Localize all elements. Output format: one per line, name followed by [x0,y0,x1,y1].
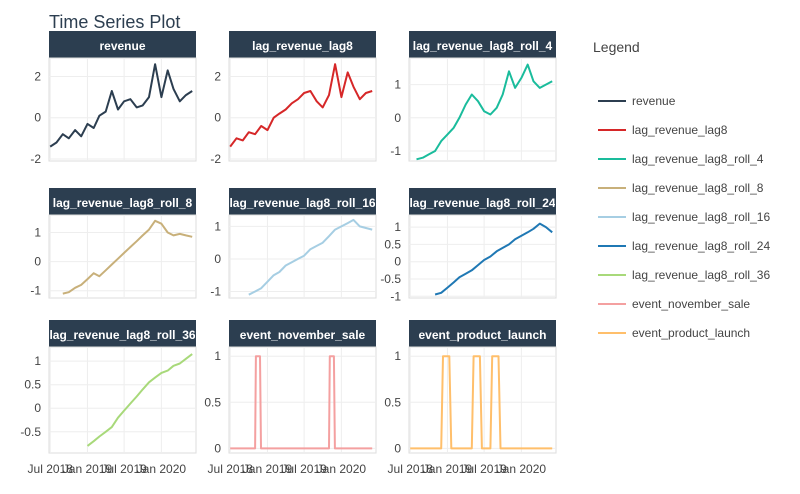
panel-title: lag_revenue_lag8 [252,39,353,53]
panel-strip [409,31,556,58]
legend-item-lag-revenue-lag8: lag_revenue_lag8 [632,123,728,137]
x-tick-label: Jan 2020 [137,462,187,476]
x-tick-label: Jul 2019 [281,462,327,476]
legend-item-lag-revenue-lag8-roll-4: lag_revenue_lag8_roll_4 [632,152,764,166]
y-tick-label: 1 [214,219,221,233]
series-line-lag-revenue-lag8-roll-36 [86,353,193,447]
series-line-lag-revenue-lag8-roll-8 [62,219,193,295]
legend-item-event-product-launch: event_product_launch [632,326,750,340]
legend-title: Legend [593,39,640,55]
panel-title: lag_revenue_lag8_roll_36 [49,328,195,342]
y-tick-label: 0 [394,441,401,455]
chart-title: Time Series Plot [49,12,180,32]
panel-strip [49,320,196,347]
y-tick-label: 1 [394,220,401,234]
y-tick-label: 0 [34,401,41,415]
y-tick-label: -2 [210,152,221,166]
plot-area [408,214,557,299]
panel-event-product-launch: event_product_launch 1 0.5 0 [384,320,557,455]
y-tick-label: 1 [214,349,221,363]
facet-panels: revenue20-2lag_revenue_lag820-2lag_reven… [20,31,557,455]
x-tick-label: Jan 2020 [317,462,367,476]
y-tick-label: 1 [394,349,401,363]
panel-strip [49,188,196,215]
panel-strip [229,320,376,347]
y-tick-label: 0 [34,255,41,269]
x-tick-label: Jan 2019 [423,462,473,476]
y-tick-label: -1 [30,284,41,298]
plot-area [48,346,197,454]
y-tick-label: -1 [390,289,401,303]
y-tick-label: 1 [34,354,41,368]
panel-title: event_product_launch [418,328,546,342]
panel-strip [49,31,196,58]
y-tick-label: 0 [34,111,41,125]
y-tick-label: 0 [214,441,221,455]
y-tick-label: 0.5 [384,237,401,251]
panel-title: revenue [99,39,145,53]
panel-title: lag_revenue_lag8_roll_24 [409,196,555,210]
y-tick-label: 1 [34,225,41,239]
series-line-event-product-launch [410,355,553,450]
y-tick-label: -0.5 [20,425,41,439]
panel-strip [229,188,376,215]
legend-item-lag-revenue-lag8-roll-36: lag_revenue_lag8_roll_36 [632,268,770,282]
plot-area [228,346,377,454]
y-tick-label: 0.5 [24,378,41,392]
x-tick-label: Jul 2019 [101,462,147,476]
x-tick-label: Jul 2019 [461,462,507,476]
y-tick-label: 1 [394,78,401,92]
legend-item-lag-revenue-lag8-roll-16: lag_revenue_lag8_roll_16 [632,210,770,224]
legend-item-lag-revenue-lag8-roll-8: lag_revenue_lag8_roll_8 [632,181,764,195]
panel-lag-revenue-lag8-roll-36: lag_revenue_lag8_roll_36 1 0.5 0 -0.5 [20,320,197,454]
panel-title: lag_revenue_lag8_roll_16 [229,196,375,210]
panel-title: lag_revenue_lag8_roll_4 [413,39,553,53]
series-line-lag-revenue-lag8-roll-24 [434,222,553,296]
panel-lag-revenue-lag8: lag_revenue_lag8 2 0 -2 [210,31,377,166]
x-tick-label: Jul 2018 [208,462,254,476]
y-tick-label: -1 [210,284,221,298]
y-tick-label: 0 [214,252,221,266]
y-tick-label: 2 [34,70,41,84]
panel-strip [409,320,556,347]
panel-strip [409,188,556,215]
series-line-lag-revenue-lag8-roll-4 [416,63,553,161]
legend: Legend revenue lag_revenue_lag8 lag_revenu… [593,39,770,340]
y-tick-label: 0.5 [204,395,221,409]
series-line-revenue [49,63,193,148]
y-tick-label: 2 [214,70,221,84]
plot-area [48,214,197,299]
x-tick-label: Jan 2019 [63,462,113,476]
legend-item-event-november-sale: event_november_sale [632,297,750,311]
panel-lag-revenue-lag8-roll-8: lag_revenue_lag8_roll_8 1 0 -1 [30,188,197,299]
panel-title: event_november_sale [240,328,366,342]
x-tick-label: Jan 2020 [497,462,547,476]
x-tick-label: Jan 2019 [243,462,293,476]
plot-area [228,57,377,162]
y-tick-label: 0 [394,255,401,269]
y-tick-label: 0.5 [384,395,401,409]
panel-strip [229,31,376,58]
legend-item-revenue: revenue [632,94,676,108]
panel-lag-revenue-lag8-roll-4: lag_revenue_lag8_roll_4 1 0 -1 [390,31,557,162]
panel-lag-revenue-lag8-roll-24: lag_revenue_lag8_roll_24 1 0.5 0 -0.5 -1 [380,188,557,303]
y-tick-label: 0 [394,111,401,125]
panel-title: lag_revenue_lag8_roll_8 [53,196,193,210]
series-line-lag-revenue-lag8-roll-16 [248,218,373,296]
y-tick-label: -0.5 [380,272,401,286]
legend-item-lag-revenue-lag8-roll-24: lag_revenue_lag8_roll_24 [632,239,770,253]
y-tick-label: -1 [390,144,401,158]
series-line-event-november-sale [230,355,373,450]
series-line-lag-revenue-lag8 [229,63,373,148]
x-tick-label: Jul 2018 [388,462,434,476]
plot-area [48,57,197,162]
y-tick-label: 0 [214,111,221,125]
panel-lag-revenue-lag8-roll-16: lag_revenue_lag8_roll_16 1 0 -1 [210,188,377,299]
panel-revenue: revenue 2 0 -2 [30,31,197,166]
panel-event-november-sale: event_november_sale 1 0.5 0 [204,320,377,455]
y-tick-label: -2 [30,152,41,166]
x-tick-label: Jul 2018 [28,462,74,476]
